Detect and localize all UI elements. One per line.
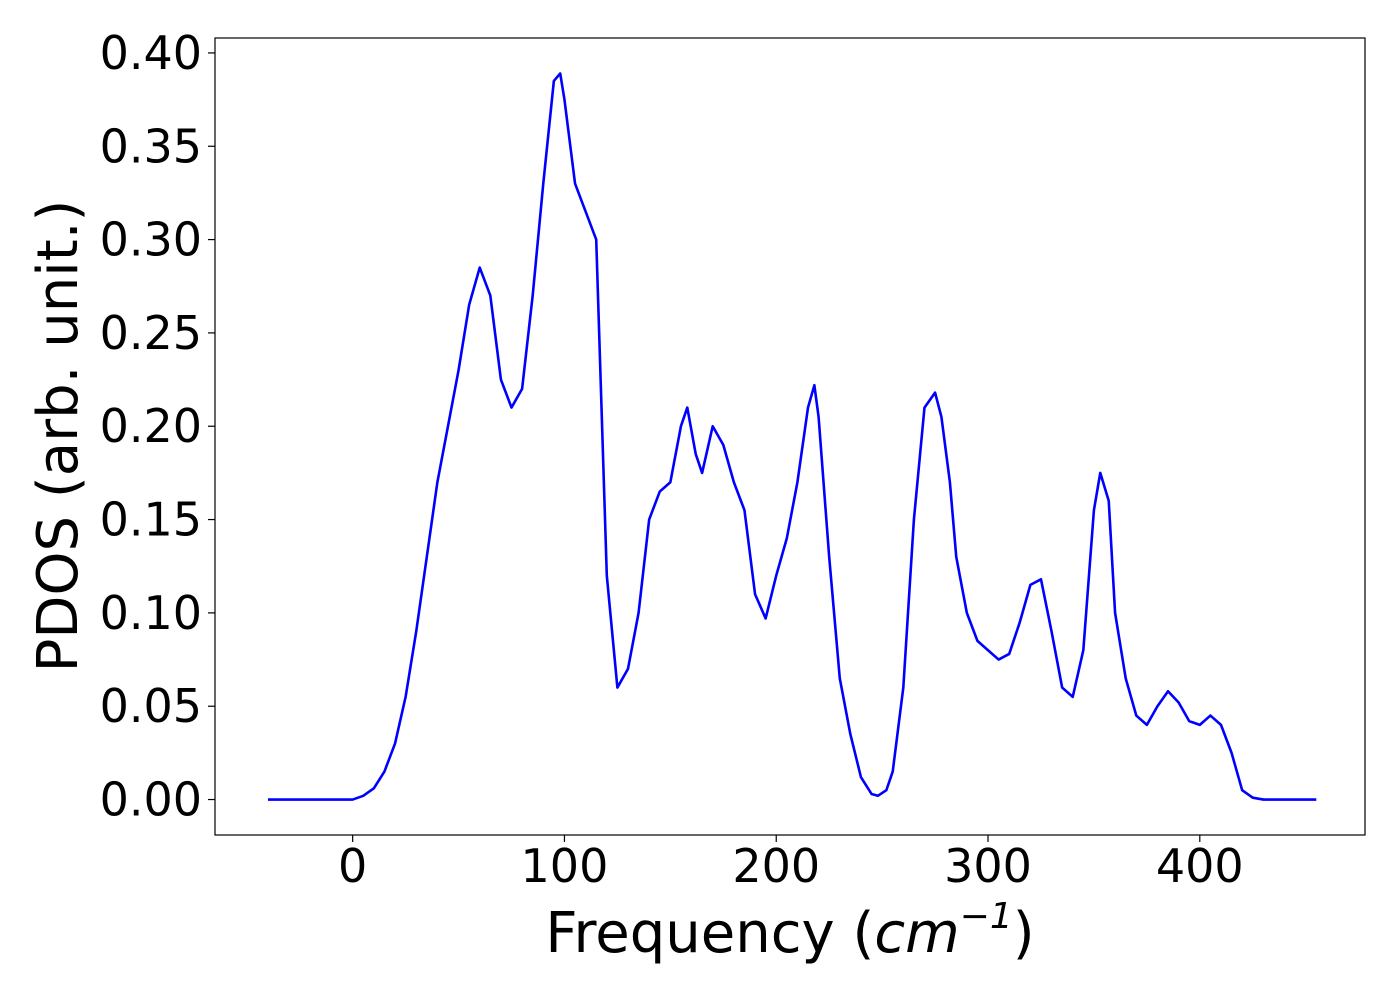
- x-axis-label-var: cm: [874, 901, 959, 966]
- x-axis-ticks: 0 100 200 300 400: [338, 835, 1244, 893]
- x-axis-label-exp: −1: [960, 896, 1013, 937]
- x-axis-label: Frequency (cm−1): [545, 896, 1034, 966]
- x-axis-label-suffix: ): [1013, 901, 1035, 966]
- plot-area: [267, 72, 1317, 801]
- y-tick-label: 0.30: [100, 213, 202, 267]
- plot-frame: [214, 37, 1366, 836]
- y-axis-label: PDOS (arb. unit.): [26, 200, 91, 673]
- pdos-line-0: [267, 72, 1317, 801]
- x-tick-label: 300: [944, 839, 1032, 893]
- y-tick-label: 0.15: [100, 493, 202, 547]
- x-tick-label: 100: [521, 839, 609, 893]
- y-tick-label: 0.10: [100, 586, 202, 640]
- x-axis-label-prefix: Frequency (: [545, 901, 874, 966]
- y-tick-label: 0.05: [100, 679, 202, 733]
- y-tick-label: 0.25: [100, 306, 202, 360]
- y-tick-label: 0.35: [100, 119, 202, 173]
- y-axis-ticks: 0.00 0.05 0.10 0.15 0.20 0.25 0.30 0.35 0.40: [100, 26, 215, 827]
- x-tick-label: 200: [732, 839, 820, 893]
- x-tick-label: 400: [1156, 839, 1244, 893]
- y-tick-label: 0.40: [100, 26, 202, 80]
- y-tick-label: 0.00: [100, 773, 202, 827]
- y-tick-label: 0.20: [100, 399, 202, 453]
- x-tick-label: 0: [338, 839, 367, 893]
